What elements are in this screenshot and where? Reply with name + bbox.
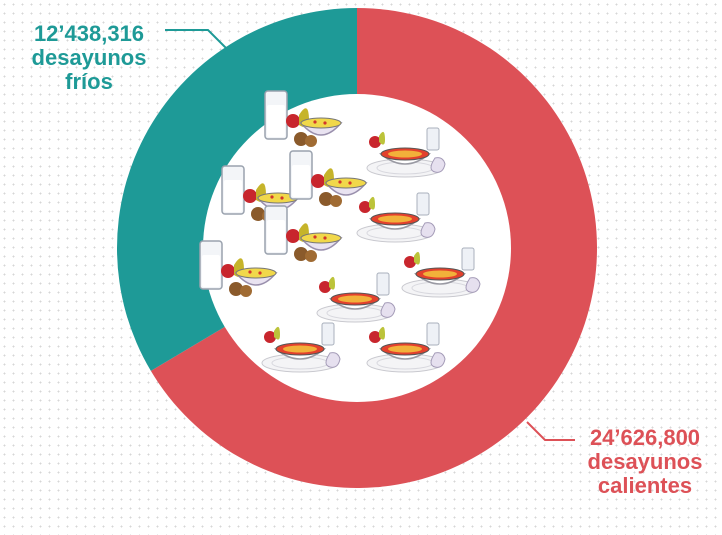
hot-breakfast-icon bbox=[366, 322, 446, 373]
cold-breakfast-icon bbox=[289, 150, 368, 207]
hot-value-label: 24’626,800 bbox=[589, 425, 701, 450]
hot-breakfast-icon bbox=[366, 127, 446, 178]
cold-label-line-2: fríos bbox=[65, 69, 113, 94]
cold-leader-line bbox=[165, 29, 231, 53]
breakfast-illustration bbox=[199, 90, 481, 373]
cold-breakfast-icon bbox=[264, 205, 343, 262]
hot-label-line-1: desayunos bbox=[587, 449, 703, 474]
hot-breakfast-icon bbox=[261, 322, 341, 373]
cold-breakfast-icon bbox=[199, 240, 278, 297]
cold-breakfast-icon bbox=[264, 90, 343, 147]
hot-breakfast-icon bbox=[316, 272, 396, 323]
cold-value-label: 12’438,316 bbox=[33, 21, 145, 46]
cold-breakfast-label: 12’438,316 desayunos fríos bbox=[14, 22, 164, 94]
cold-label-line-1: desayunos bbox=[31, 45, 147, 70]
hot-leader-line bbox=[526, 421, 575, 441]
hot-label-line-2: calientes bbox=[597, 473, 693, 498]
hot-breakfast-label: 24’626,800 desayunos calientes bbox=[575, 426, 715, 498]
hot-breakfast-icon bbox=[401, 247, 481, 298]
hot-breakfast-icon bbox=[356, 192, 436, 243]
